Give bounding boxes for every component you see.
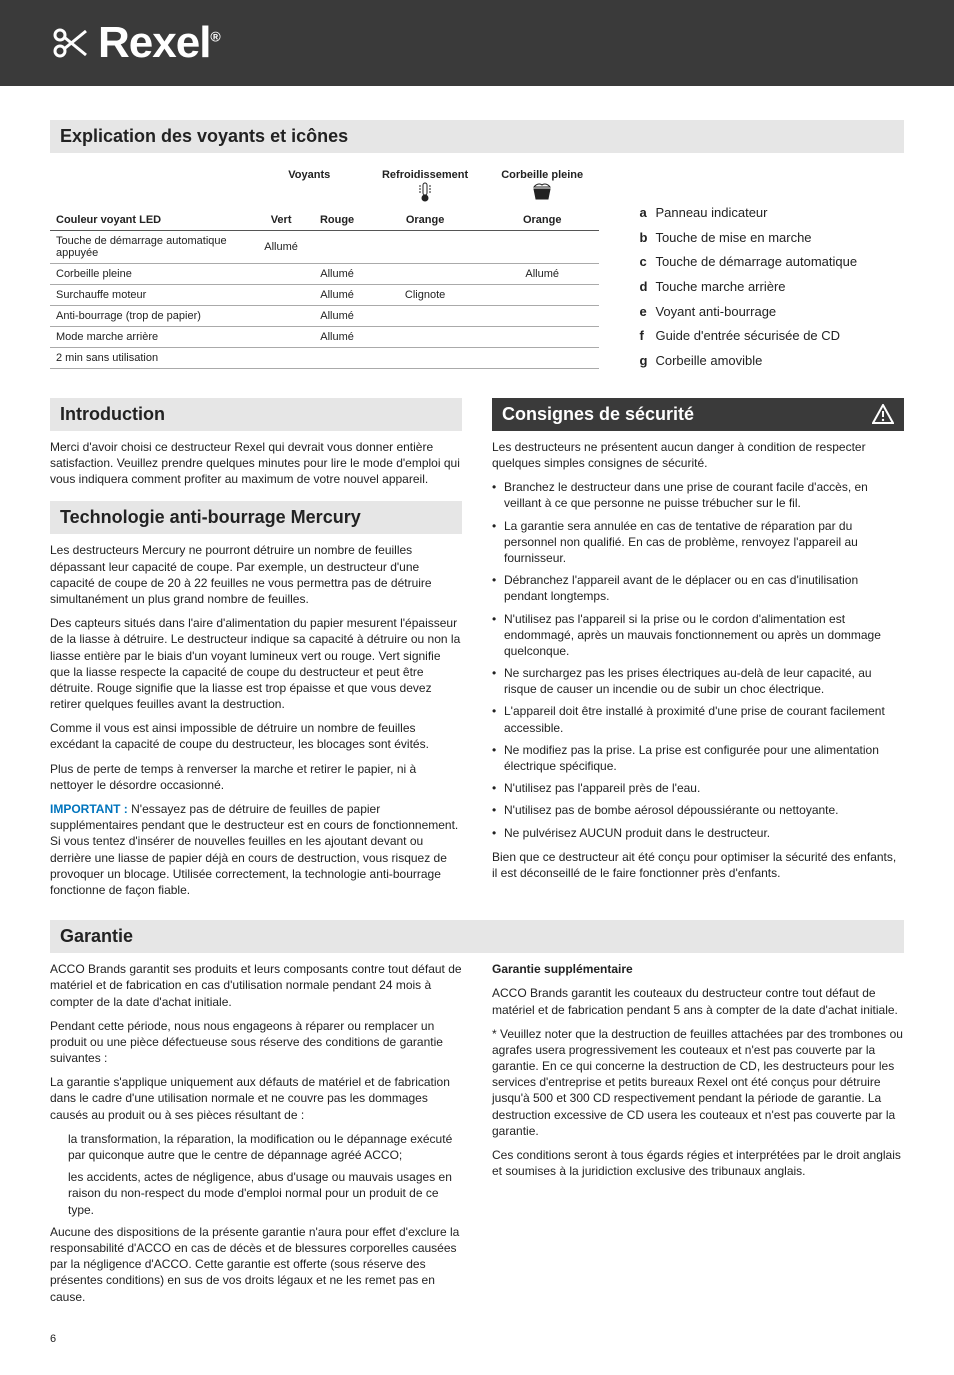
section-intro-title: Introduction xyxy=(50,398,462,431)
section-warranty-title: Garantie xyxy=(50,920,904,953)
section-safety-title: Consignes de sécurité xyxy=(492,398,904,431)
page-number: 6 xyxy=(50,1333,904,1345)
legend-item: gCorbeille amovible xyxy=(639,349,904,374)
col-red: Rouge xyxy=(309,210,365,231)
legend-list: aPanneau indicateur bTouche de mise en m… xyxy=(639,201,904,374)
legend-item: eVoyant anti-bourrage xyxy=(639,300,904,325)
indicator-table: Voyants Refroidissement xyxy=(50,161,599,369)
legend-item: bTouche de mise en marche xyxy=(639,226,904,251)
table-row: Touche de démarrage automatique appuyéeA… xyxy=(50,231,599,264)
col-orange1: Orange xyxy=(365,210,485,231)
warranty-sub-head: Garantie supplémentaire xyxy=(492,961,904,977)
brand-logo: Rexel® xyxy=(50,18,904,68)
list-item: N'utilisez pas l'appareil si la prise ou… xyxy=(492,611,904,660)
legend-item: cTouche de démarrage automatique xyxy=(639,250,904,275)
table-row: Surchauffe moteurAlluméClignote xyxy=(50,285,599,306)
warranty-left: ACCO Brands garantit ses produits et leu… xyxy=(50,961,462,1313)
bin-full-icon xyxy=(491,181,594,204)
section-antijam-title: Technologie anti-bourrage Mercury xyxy=(50,501,462,534)
intro-text: Merci d'avoir choisi ce destructeur Rexe… xyxy=(50,439,462,488)
table-row: Corbeille pleineAlluméAllumé xyxy=(50,264,599,285)
col-green: Vert xyxy=(253,210,309,231)
safety-bullet-list: Branchez le destructeur dans une prise d… xyxy=(492,479,904,841)
safety-text: Les destructeurs ne présentent aucun dan… xyxy=(492,439,904,881)
list-item: Ne modifiez pas la prise. La prise est c… xyxy=(492,742,904,774)
legend-item: fGuide d'entrée sécurisée de CD xyxy=(639,324,904,349)
list-item: Débranchez l'appareil avant de le déplac… xyxy=(492,572,904,604)
scissors-icon xyxy=(50,23,90,63)
warranty-right: Garantie supplémentaire ACCO Brands gara… xyxy=(492,961,904,1187)
legend-item: aPanneau indicateur xyxy=(639,201,904,226)
section-explanation-title: Explication des voyants et icônes xyxy=(50,120,904,153)
row-head-led: Couleur voyant LED xyxy=(50,210,253,231)
list-item: Ne surchargez pas les prises électriques… xyxy=(492,665,904,697)
col-binfull: Corbeille pleine xyxy=(485,161,600,210)
brand-header: Rexel® xyxy=(0,0,954,86)
legend-item: dTouche marche arrière xyxy=(639,275,904,300)
brand-name: Rexel® xyxy=(98,18,220,68)
col-cooldown: Refroidissement xyxy=(365,161,485,210)
table-row: Mode marche arrièreAllumé xyxy=(50,327,599,348)
table-row: Anti-bourrage (trop de papier)Allumé xyxy=(50,306,599,327)
table-row: 2 min sans utilisation xyxy=(50,348,599,369)
list-item: Branchez le destructeur dans une prise d… xyxy=(492,479,904,511)
list-item: N'utilisez pas de bombe aérosol dépoussi… xyxy=(492,802,904,818)
col-indicators: Voyants xyxy=(253,161,365,210)
list-item: N'utilisez pas l'appareil près de l'eau. xyxy=(492,780,904,796)
col-orange2: Orange xyxy=(485,210,600,231)
thermometer-icon xyxy=(371,181,479,206)
antijam-text: Les destructeurs Mercury ne pourront dét… xyxy=(50,542,462,898)
list-item: L'appareil doit être installé à proximit… xyxy=(492,703,904,735)
list-item: La garantie sera annulée en cas de tenta… xyxy=(492,518,904,567)
warning-icon xyxy=(872,404,894,424)
list-item: Ne pulvérisez AUCUN produit dans le dest… xyxy=(492,825,904,841)
important-label: IMPORTANT : xyxy=(50,802,128,816)
